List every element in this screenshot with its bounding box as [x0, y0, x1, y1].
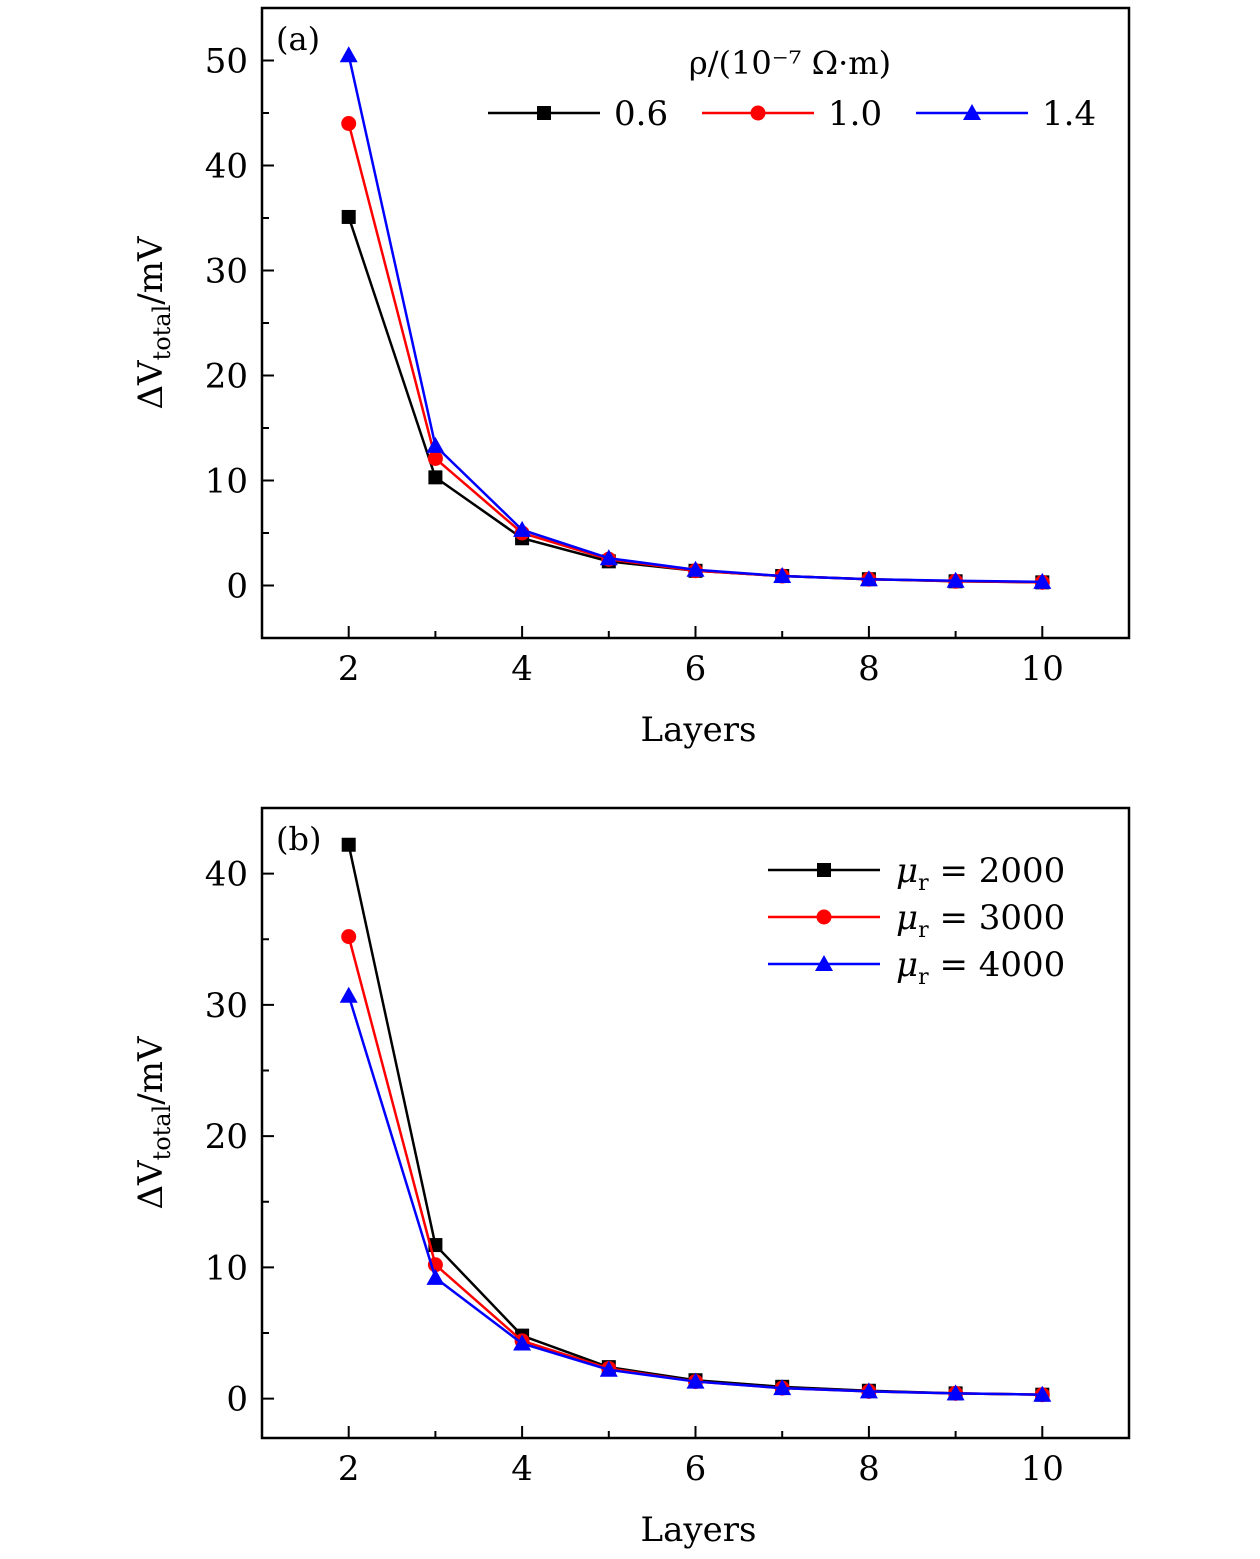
data-point-a-2: [686, 560, 705, 577]
series-line-a-1: [347, 123, 1043, 584]
x-tick-label-a: 8: [858, 649, 880, 689]
legend-label-a-0: 0.6: [614, 94, 668, 134]
x-tick-label-b: 6: [685, 1449, 707, 1489]
y-axis-title-unit: /mV: [131, 235, 171, 305]
x-tick-label-a: 4: [511, 649, 533, 689]
series-line-a-2: [347, 54, 1043, 584]
legend-label-a-1: 1.0: [828, 94, 882, 134]
data-point-a-2: [513, 520, 532, 537]
data-point-a-2: [426, 436, 445, 453]
x-tick-label-a: 10: [1021, 649, 1064, 689]
data-point-b-2: [599, 1360, 618, 1377]
data-point-b-2: [1033, 1385, 1052, 1402]
x-tick-label-b: 8: [858, 1449, 880, 1489]
legend-label-a-2: 1.4: [1042, 94, 1096, 134]
x-tick-label-b: 2: [338, 1449, 360, 1489]
panel-label-a: (a): [276, 20, 320, 58]
y-axis-title-unit: /mV: [131, 1035, 171, 1105]
x-tick-label-b: 10: [1021, 1449, 1064, 1489]
data-point-b-2: [686, 1372, 705, 1389]
y-tick-label-a: 40: [205, 147, 248, 187]
data-point-b-2: [426, 1268, 445, 1285]
data-point-b-2: [946, 1384, 965, 1401]
x-axis-title-a: Layers: [641, 710, 757, 750]
data-point-a-0: [428, 470, 443, 485]
data-point-b-2: [859, 1382, 878, 1399]
x-tick-label-a: 2: [338, 649, 360, 689]
data-point-a-2: [599, 549, 618, 566]
series-line-b-2: [347, 995, 1043, 1396]
data-point-b-2: [773, 1379, 792, 1396]
y-axis-title-main: ΔV: [131, 359, 171, 410]
legend-label-b-2: μr = 4000: [896, 945, 1065, 990]
y-tick-label-a: 20: [205, 357, 248, 397]
data-point-b-2: [513, 1334, 532, 1351]
y-tick-label-b: 40: [205, 855, 248, 895]
data-point-a-0: [341, 209, 356, 224]
legend-marker-a-0: [537, 106, 551, 120]
y-tick-label-a: 30: [205, 252, 248, 292]
y-axis-title-main: ΔV: [131, 1159, 171, 1210]
y-tick-label-b: 0: [226, 1380, 248, 1420]
data-point-a-1: [427, 450, 443, 466]
legend-label-b-0: μr = 2000: [896, 851, 1065, 896]
data-point-a-2: [1033, 572, 1052, 589]
y-tick-label-a: 10: [205, 462, 248, 502]
y-tick-label-a: 0: [226, 567, 248, 607]
x-tick-label-b: 4: [511, 1449, 533, 1489]
y-tick-label-b: 30: [205, 986, 248, 1026]
y-axis-title-b: ΔVtotal/mV: [131, 1035, 176, 1210]
data-point-a-2: [946, 571, 965, 588]
legend-marker-a-2: [963, 104, 981, 120]
legend-marker-b-0: [817, 863, 831, 877]
data-point-a-2: [339, 46, 358, 63]
panel-label-b: (b): [276, 820, 321, 858]
x-tick-label-a: 6: [685, 649, 707, 689]
data-point-b-2: [339, 986, 358, 1003]
chart-panel-b: 2 4 6 8 10 0 10 20 30 40 Layers ΔVtotal/mV (b) μr = 2…: [131, 806, 1131, 1550]
series-line-a-0: [347, 216, 1043, 584]
y-tick-label-b: 10: [205, 1248, 248, 1288]
series-line-b-1: [347, 936, 1043, 1396]
data-point-a-2: [859, 570, 878, 587]
legend-label-b-1: μr = 3000: [896, 898, 1065, 943]
data-point-a-1: [341, 116, 357, 131]
y-tick-label-b: 20: [205, 1117, 248, 1157]
legend-marker-a-1: [750, 105, 766, 121]
legend-marker-b-1: [816, 909, 832, 925]
y-tick-label-a: 50: [205, 42, 248, 82]
y-axis-title-a: ΔVtotal/mV: [131, 235, 176, 410]
data-point-b-0: [341, 837, 356, 852]
data-point-b-1: [341, 929, 357, 945]
y-axis-title-sub: total: [148, 1105, 176, 1161]
data-point-a-2: [773, 567, 792, 584]
legend-title-a: ρ/(10⁻⁷ Ω·m): [689, 44, 891, 82]
plot-frame-a: [260, 6, 1131, 640]
chart-panel-a: 2 4 6 8 10 0 10 20 30 40 50 Layers ΔVtotal/mV (a) ρ/(1…: [131, 6, 1131, 750]
y-axis-title-sub: total: [148, 305, 176, 361]
legend-marker-b-2: [815, 955, 833, 971]
x-axis-title-b: Layers: [641, 1510, 757, 1550]
